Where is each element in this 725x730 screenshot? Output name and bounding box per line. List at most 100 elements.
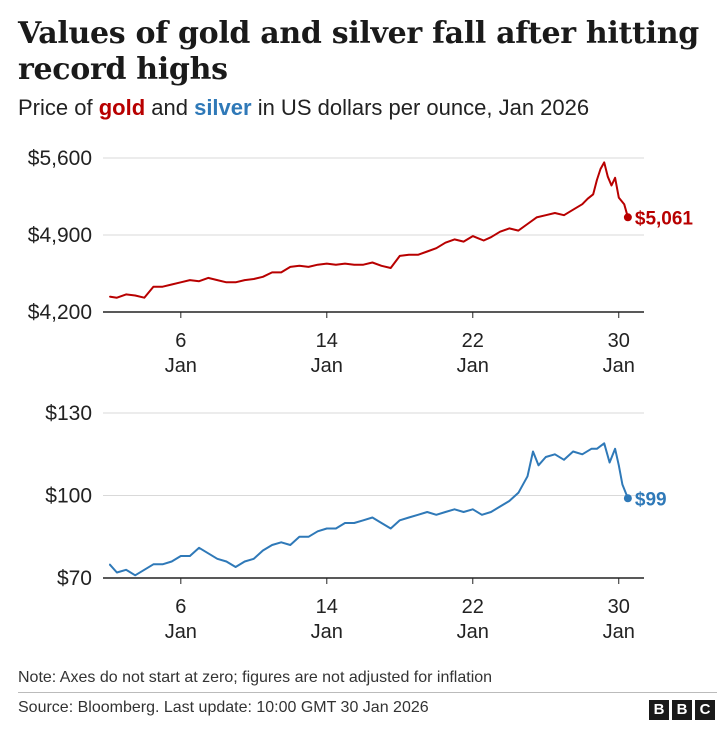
silver-data-point [280, 541, 282, 543]
gold-end-label: $5,061 [635, 208, 694, 229]
silver-data-point [481, 514, 483, 516]
gold-price-line [109, 161, 629, 299]
silver-data-point [563, 459, 565, 461]
gold-data-point [453, 238, 456, 240]
silver-data-point [581, 453, 583, 455]
y-tick-label: $5,600 [28, 147, 92, 170]
chart-subtitle: Price of gold and silver in US dollars p… [18, 95, 589, 121]
silver-data-point [207, 552, 209, 554]
gold-data-point [399, 255, 401, 257]
y-tick-label: $100 [45, 485, 92, 508]
gold-data-point [587, 198, 589, 200]
gold-data-point [508, 227, 510, 229]
silver-data-point [517, 492, 519, 494]
gold-data-point [603, 161, 605, 163]
subtitle-gold: gold [98, 95, 146, 120]
gold-data-point [554, 212, 556, 214]
gold-data-point [545, 214, 547, 216]
gold-data-point [344, 263, 346, 265]
x-tick-sublabel: Jan [457, 355, 489, 377]
silver-data-point [390, 527, 392, 530]
silver-data-point [371, 516, 374, 519]
silver-data-point [298, 536, 301, 538]
silver-data-point [353, 522, 355, 524]
x-tick-sublabel: Jan [457, 621, 489, 643]
silver-data-point [317, 530, 319, 532]
x-tick-sublabel: Jan [165, 355, 197, 377]
silver-data-point [572, 450, 574, 453]
gold-data-point [289, 266, 291, 268]
gold-data-point [198, 280, 200, 282]
gold-data-point [526, 223, 529, 225]
gold-data-point [563, 214, 565, 216]
y-tick-label: $4,900 [28, 224, 92, 247]
gold-data-point [417, 254, 419, 256]
silver-data-point [399, 519, 401, 521]
bbc-logo: B B C [649, 700, 715, 720]
bbc-logo-letter: B [649, 700, 669, 720]
gold-data-point [207, 277, 209, 279]
silver-data-point [362, 519, 364, 521]
silver-data-point [603, 442, 605, 444]
silver-data-point [116, 571, 118, 574]
x-tick-sublabel: Jan [311, 621, 343, 643]
silver-data-point [307, 536, 310, 538]
silver-data-point [198, 547, 200, 549]
gold-data-point [225, 281, 228, 283]
silver-data-point [545, 456, 547, 458]
gold-data-point [607, 176, 609, 178]
x-tick-label: 30 [608, 330, 630, 352]
gold-data-point [435, 247, 437, 249]
gold-data-point [216, 279, 218, 281]
silver-data-point [526, 475, 529, 477]
x-tick-label: 6 [175, 330, 186, 352]
silver-data-point [289, 544, 291, 546]
silver-data-point [225, 560, 228, 563]
gold-data-point [317, 264, 319, 266]
gold-data-point [109, 296, 111, 298]
gold-data-point [499, 231, 501, 233]
gold-data-point [271, 271, 273, 273]
silver-data-point [244, 560, 246, 563]
gold-data-point [592, 193, 594, 195]
silver-data-point [152, 563, 155, 565]
gold-data-point [483, 239, 485, 242]
gold-data-point [307, 266, 310, 268]
gold-data-point [161, 286, 164, 288]
silver-data-point [253, 558, 255, 560]
gold-data-point [362, 264, 364, 266]
gold-data-point [125, 293, 127, 295]
silver-data-point [596, 448, 598, 450]
gold-data-point [517, 230, 519, 232]
gold-data-point [189, 279, 191, 281]
silver-data-point [508, 500, 510, 502]
silver-data-point [621, 483, 624, 486]
x-tick-label: 22 [462, 330, 484, 352]
silver-data-point [344, 522, 346, 524]
gold-data-point [536, 216, 538, 218]
silver-data-point [614, 448, 616, 450]
charts-canvas: $4,200 $4,900 $5,600 6 Jan 14 Jan 22 Jan 30 Jan $5,… [28, 147, 694, 643]
silver-data-point [143, 569, 145, 571]
subtitle-silver: silver [194, 95, 252, 120]
silver-data-point [532, 450, 534, 453]
gold-data-point [596, 179, 598, 181]
x-tick-sublabel: Jan [311, 355, 343, 377]
gold-data-point [472, 235, 474, 237]
silver-data-point [554, 453, 556, 455]
gold-data-point [623, 203, 625, 205]
silver-data-point [125, 569, 127, 571]
gold-data-point [298, 265, 301, 267]
silver-end-dot [623, 494, 632, 503]
gold-data-point [152, 286, 155, 288]
silver-data-point [134, 574, 136, 576]
gold-data-point [234, 281, 237, 283]
silver-data-point [609, 461, 611, 464]
y-tick-label: $130 [45, 402, 92, 425]
gold-data-point [253, 278, 255, 280]
silver-data-point [435, 514, 437, 516]
x-tick-label: 14 [316, 330, 338, 352]
gold-data-point [599, 168, 602, 170]
gold-data-point [463, 241, 465, 243]
gold-data-point [572, 209, 574, 211]
